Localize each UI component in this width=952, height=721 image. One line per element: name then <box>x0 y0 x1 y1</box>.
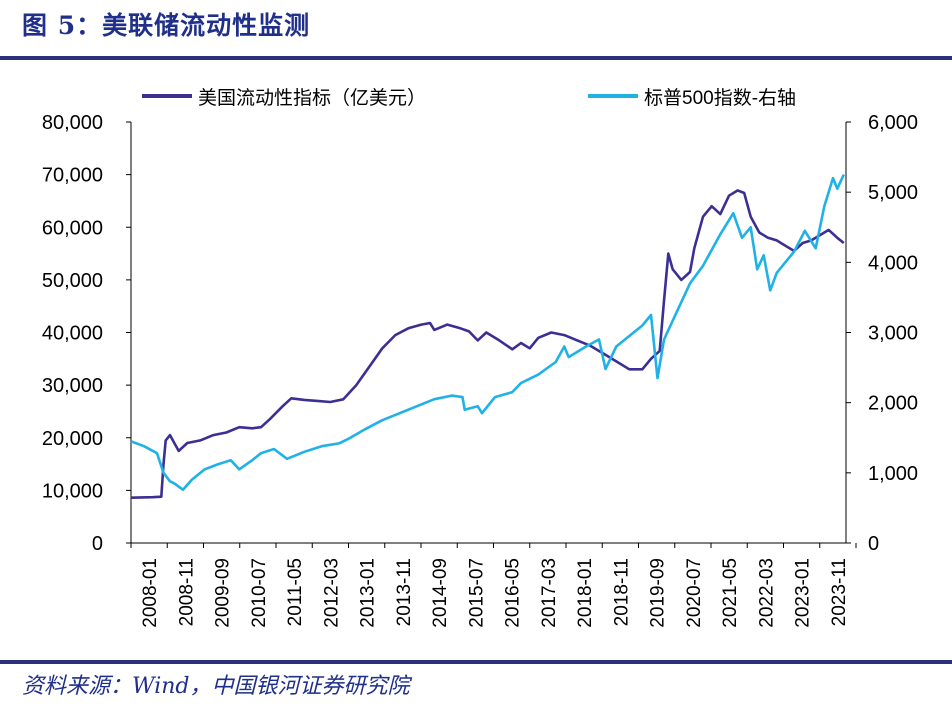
x-tick-label: 2018-01 <box>575 558 596 628</box>
x-tick-label: 2015-07 <box>466 558 487 628</box>
x-tick-label: 2013-11 <box>394 558 415 626</box>
bottom-divider <box>0 660 952 664</box>
y-left-tick-label: 10,000 <box>42 480 103 502</box>
series-line-sp500 <box>130 174 845 492</box>
y-left-tick-label: 50,000 <box>42 270 103 292</box>
x-tick-label: 2020-07 <box>684 558 705 628</box>
y-left-tick-label: 30,000 <box>42 375 103 397</box>
figure-title: 图 5：美联储流动性监测 <box>22 11 311 40</box>
x-tick-label: 2011-05 <box>285 558 306 626</box>
legend-label-liquidity: 美国流动性指标（亿美元） <box>198 87 426 109</box>
y-right-tick-label: 5,000 <box>868 182 918 204</box>
x-tick-label: 2012-03 <box>321 558 342 628</box>
x-tick-label: 2014-09 <box>430 558 451 628</box>
x-tick-label: 2009-09 <box>213 558 234 628</box>
x-tick-label: 2019-09 <box>648 558 669 628</box>
axes: 80,000 70,000 60,000 50,000 40,000 30,000 20,0… <box>42 112 918 628</box>
x-tick-label: 2023-01 <box>793 558 814 628</box>
x-tick-label: 2013-01 <box>358 558 379 628</box>
x-tick-label: 2018-11 <box>611 558 632 626</box>
x-tick-label: 2017-03 <box>539 558 560 628</box>
x-tick-label: 2016-05 <box>503 558 524 628</box>
y-right-tick-label: 4,000 <box>868 252 918 274</box>
x-tick-label: 2008-01 <box>140 558 161 628</box>
y-right-tick-label: 1,000 <box>868 463 918 485</box>
x-tick-label: 2022-03 <box>756 558 777 628</box>
y-right-tick-label: 6,000 <box>868 112 918 134</box>
y-left-tick-label: 80,000 <box>42 112 103 134</box>
x-tick-label: 2023-11 <box>829 558 850 626</box>
x-tick-label: 2008-11 <box>176 558 197 626</box>
y-left-tick-label: 0 <box>92 533 103 555</box>
top-divider <box>0 56 952 60</box>
y-right-tick-label: 2,000 <box>868 393 918 415</box>
y-left-tick-label: 70,000 <box>42 165 103 187</box>
source-note: 资料来源：Wind，中国银河证券研究院 <box>22 674 410 699</box>
y-right-tick-label: 0 <box>868 533 879 555</box>
chart: 美国流动性指标（亿美元） 标普500指数-右轴 80,000 70,000 60,0… <box>42 87 918 628</box>
x-tick-label: 2010-07 <box>249 558 270 628</box>
legend: 美国流动性指标（亿美元） 标普500指数-右轴 <box>142 87 796 109</box>
series-lines <box>130 174 845 499</box>
y-left-tick-label: 40,000 <box>42 323 103 345</box>
y-left-tick-label: 20,000 <box>42 428 103 450</box>
series-line-liquidity <box>130 189 845 499</box>
y-left-tick-label: 60,000 <box>42 217 103 239</box>
legend-label-sp500: 标普500指数-右轴 <box>644 87 796 109</box>
x-tick-label: 2021-05 <box>720 558 741 628</box>
y-right-tick-label: 3,000 <box>868 323 918 345</box>
